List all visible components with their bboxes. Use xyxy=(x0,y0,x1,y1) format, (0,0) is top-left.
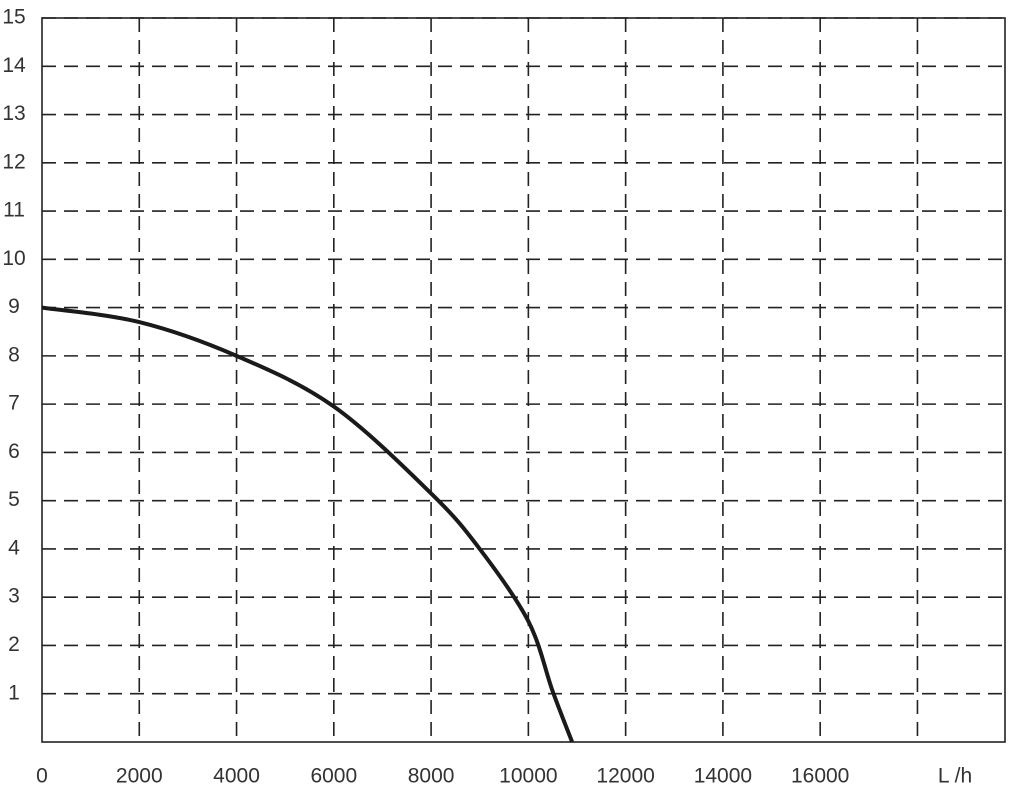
y-tick-label: 6 xyxy=(8,440,20,463)
y-tick-label: 4 xyxy=(8,536,20,559)
x-tick-label: 16000 xyxy=(791,765,849,788)
y-tick-label: 11 xyxy=(3,199,25,222)
x-tick-label: 4000 xyxy=(213,765,260,788)
x-tick-label: 12000 xyxy=(596,765,654,788)
plot-frame xyxy=(41,17,1006,743)
y-tick-label: 10 xyxy=(2,247,25,270)
x-tick-label: 10000 xyxy=(499,765,557,788)
y-tick-label: 9 xyxy=(8,295,20,318)
y-tick-label: 12 xyxy=(2,150,25,173)
x-tick-label: 2000 xyxy=(116,765,163,788)
y-tick-label: 1 xyxy=(8,681,20,704)
x-axis-label: L /h xyxy=(938,765,972,788)
y-tick-label: 7 xyxy=(8,392,20,415)
x-tick-label: 0 xyxy=(36,765,48,788)
y-tick-label: 2 xyxy=(8,633,20,656)
y-tick-label: 8 xyxy=(8,343,20,366)
curve xyxy=(41,305,575,743)
y-tick-label: 14 xyxy=(2,54,26,77)
x-tick-label: 6000 xyxy=(310,765,357,788)
x-tick-label: 8000 xyxy=(408,765,455,788)
y-tick-label: 15 xyxy=(2,6,25,29)
y-tick-label: 5 xyxy=(8,488,20,511)
y-tick-label: 3 xyxy=(8,585,20,608)
x-tick-label: 14000 xyxy=(694,765,752,788)
y-tick-label: 13 xyxy=(2,102,25,125)
